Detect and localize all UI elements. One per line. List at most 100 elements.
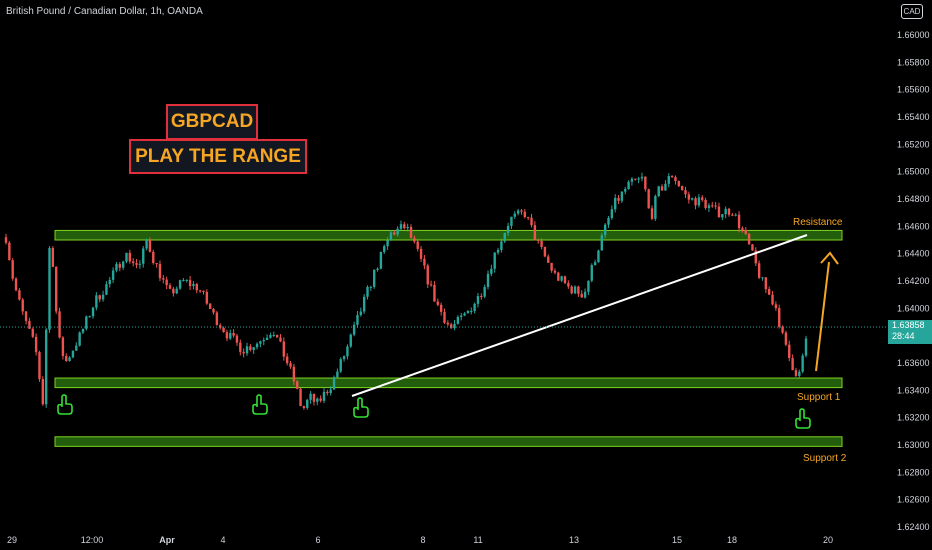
symbol-header[interactable]: British Pound / Canadian Dollar, 1h, OAN… <box>6 6 203 17</box>
candle-body <box>322 391 326 401</box>
candle-body <box>493 252 496 269</box>
candle-body <box>506 225 510 233</box>
candle-body <box>741 228 744 230</box>
candle-body <box>530 217 533 226</box>
candle-body <box>429 284 433 286</box>
x-tick-label: 12:00 <box>81 535 104 545</box>
candle-body <box>614 197 617 210</box>
candle-body <box>71 350 75 358</box>
candle-body <box>476 296 480 304</box>
x-tick-label: 15 <box>672 535 682 545</box>
candle-body <box>804 338 808 356</box>
candle-body <box>657 186 660 197</box>
pointing-hand-icon <box>795 408 811 429</box>
candle-body <box>463 313 466 316</box>
candle-body <box>610 209 614 219</box>
annotations <box>57 234 839 429</box>
candle-body <box>403 224 406 229</box>
candle-body <box>724 208 727 215</box>
candle-body <box>714 205 717 207</box>
candle-body <box>473 303 476 311</box>
candle-body <box>674 177 677 182</box>
candle-body <box>202 290 205 292</box>
candle-body <box>399 224 403 229</box>
candle-body <box>272 335 275 337</box>
candle-body <box>603 224 607 236</box>
candle-body <box>757 263 761 278</box>
candle-body <box>41 379 45 405</box>
candle-body <box>650 208 654 219</box>
currency-button[interactable]: CAD <box>901 4 923 19</box>
candle-body <box>419 248 423 259</box>
candle-body <box>627 181 630 190</box>
candle-body <box>326 391 329 394</box>
candle-body <box>446 322 450 325</box>
candle-body <box>362 296 366 312</box>
candle-body <box>747 233 751 245</box>
candle-body <box>208 303 212 309</box>
candle-body <box>168 285 172 289</box>
x-tick-label: 13 <box>569 535 579 545</box>
y-tick-label: 1.63400 <box>897 385 930 395</box>
zones <box>54 229 843 447</box>
candles <box>4 172 808 410</box>
y-tick-label: 1.65600 <box>897 85 930 95</box>
candle-body <box>550 262 553 271</box>
candle-body <box>121 261 125 268</box>
candle-body <box>567 283 570 287</box>
candle-body <box>577 286 580 294</box>
candle-body <box>142 248 145 264</box>
candle-body <box>252 347 255 350</box>
candle-body <box>309 393 312 400</box>
candle-body <box>727 208 731 215</box>
x-tick-label: 29 <box>7 535 17 545</box>
zone-support-1 <box>54 377 843 389</box>
candle-body <box>306 399 309 408</box>
candle-body <box>436 301 439 305</box>
candle-body <box>383 246 386 252</box>
candle-body <box>296 381 299 389</box>
candle-body <box>336 371 339 378</box>
candle-body <box>346 346 349 357</box>
candle-body <box>774 304 778 309</box>
trendline <box>351 234 808 397</box>
candle-body <box>680 186 684 191</box>
candle-body <box>557 272 560 281</box>
y-tick-label: 1.64800 <box>897 194 930 204</box>
y-tick-label: 1.62600 <box>897 495 930 505</box>
candle-body <box>242 351 245 354</box>
candle-body <box>503 232 506 242</box>
y-tick-label: 1.62800 <box>897 467 930 477</box>
candle-body <box>784 332 788 345</box>
candle-body <box>386 240 389 247</box>
candle-body <box>138 263 142 265</box>
candle-body <box>737 214 741 229</box>
candle-body <box>587 280 590 292</box>
candle-body <box>781 326 784 333</box>
candle-body <box>423 258 426 266</box>
candle-body <box>148 239 152 252</box>
candle-body <box>85 316 88 329</box>
x-tick-label: 11 <box>473 535 482 545</box>
candle-body <box>396 228 399 235</box>
y-tick-label: 1.62400 <box>897 522 930 532</box>
candle-body <box>265 337 269 341</box>
candle-body <box>31 328 34 337</box>
candle-body <box>275 335 279 338</box>
candle-body <box>24 311 28 321</box>
candle-body <box>731 214 734 216</box>
candle-body <box>640 176 644 179</box>
y-tick-label: 1.63200 <box>897 413 930 423</box>
candle-body <box>449 324 453 329</box>
candle-body <box>312 393 316 402</box>
resistance-label: Resistance <box>793 217 843 228</box>
candle-body <box>413 237 416 242</box>
candle-body <box>600 235 604 251</box>
candle-body <box>778 308 781 327</box>
candle-body <box>647 189 650 209</box>
candle-body <box>624 189 627 192</box>
candle-body <box>580 293 583 298</box>
candle-body <box>282 341 286 357</box>
candle-body <box>332 377 336 390</box>
